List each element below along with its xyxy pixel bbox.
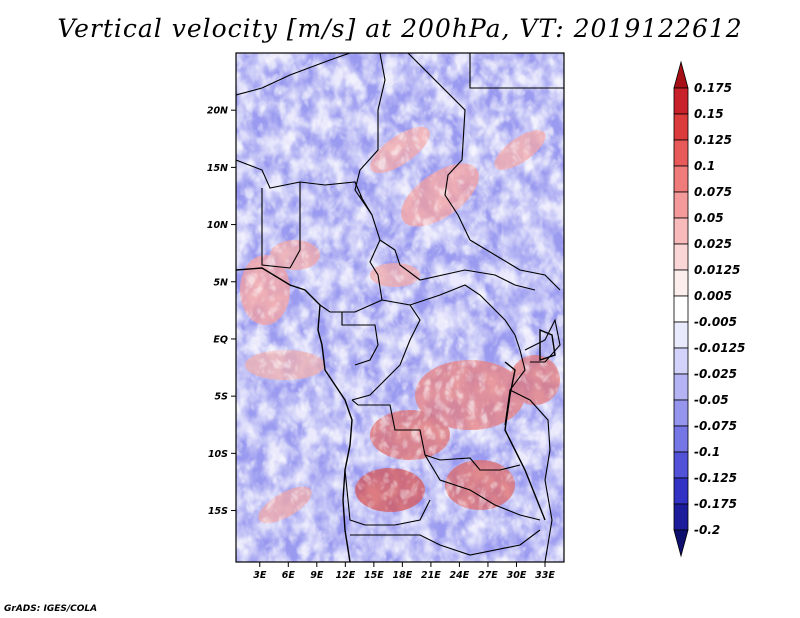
colorbar-swatch bbox=[673, 113, 689, 141]
lat-tick-label: 10N bbox=[207, 220, 228, 231]
colorbar-label: -0.005 bbox=[694, 315, 737, 329]
coastline bbox=[236, 267, 556, 562]
colorbar-label: -0.05 bbox=[694, 393, 729, 407]
colorbar-label: 0.005 bbox=[694, 289, 732, 303]
colorbar-swatch bbox=[673, 295, 689, 323]
lon-tick-label: 18E bbox=[393, 570, 413, 581]
colorbar-label: -0.125 bbox=[694, 471, 737, 485]
colorbar-label: -0.1 bbox=[694, 445, 720, 459]
credit-text: GrADS: IGES/COLA bbox=[4, 604, 98, 614]
colorbar-label: 0.075 bbox=[694, 185, 732, 199]
colorbar-label: 0.175 bbox=[694, 81, 732, 95]
colorbar-swatch bbox=[673, 451, 689, 479]
lat-tick-label: 20N bbox=[207, 106, 228, 117]
colorbar-label: -0.075 bbox=[694, 419, 737, 433]
lon-tick-label: 24E bbox=[450, 570, 470, 581]
lat-tick-label: 10S bbox=[208, 449, 228, 460]
colorbar-swatch bbox=[673, 191, 689, 219]
colorbar-label: -0.025 bbox=[694, 367, 737, 381]
colorbar-label: -0.2 bbox=[694, 523, 720, 537]
latitude-axis: 20N 15N 10N 5N EQ 5S 10S 15S bbox=[207, 106, 236, 517]
lat-tick-label: EQ bbox=[213, 334, 228, 345]
colorbar-swatch bbox=[673, 321, 689, 349]
colorbar-swatch bbox=[673, 477, 689, 505]
colorbar-label: 0.15 bbox=[694, 107, 724, 121]
lon-tick-label: 15E bbox=[364, 570, 384, 581]
colorbar-swatch bbox=[673, 87, 689, 115]
lon-tick-label: 30E bbox=[507, 570, 527, 581]
lon-tick-label: 9E bbox=[310, 570, 324, 581]
colorbar-swatch bbox=[673, 269, 689, 297]
colorbar-swatch bbox=[673, 503, 689, 531]
lat-tick-label: 5S bbox=[215, 392, 229, 403]
colorbar-top-arrow bbox=[673, 60, 689, 89]
colorbar-swatch bbox=[673, 399, 689, 427]
colorbar-swatch bbox=[673, 243, 689, 271]
lat-tick-label: 15N bbox=[207, 163, 228, 174]
velocity-field bbox=[236, 53, 564, 562]
colorbar-swatch bbox=[673, 373, 689, 401]
colorbar-swatch bbox=[673, 165, 689, 193]
colorbar-label: 0.05 bbox=[694, 211, 724, 225]
lon-tick-label: 12E bbox=[335, 570, 355, 581]
colorbar-swatch bbox=[673, 425, 689, 453]
colorbar-swatch bbox=[673, 217, 689, 245]
lon-tick-label: 6E bbox=[282, 570, 296, 581]
lon-tick-label: 3E bbox=[253, 570, 267, 581]
colorbar-swatch bbox=[673, 139, 689, 167]
chart-title: Vertical velocity [m/s] at 200hPa, VT: 2… bbox=[57, 14, 743, 43]
country-borders bbox=[236, 53, 564, 562]
colorbar-label: 0.025 bbox=[694, 237, 732, 251]
plot-frame bbox=[235, 52, 565, 563]
lon-tick-label: 21E bbox=[421, 570, 441, 581]
colorbar-label: -0.175 bbox=[694, 497, 737, 511]
lon-tick-label: 33E bbox=[535, 570, 555, 581]
colorbar-label: 0.125 bbox=[694, 133, 732, 147]
longitude-axis: 3E 6E 9E 12E 15E 18E 21E 24E 27E 30E 33E bbox=[253, 562, 555, 581]
lat-tick-label: 15S bbox=[208, 506, 228, 517]
colorbar-bottom-arrow bbox=[673, 529, 689, 558]
colorbar-label: 0.1 bbox=[694, 159, 715, 173]
colorbar-label: 0.0125 bbox=[694, 263, 740, 277]
colorbar-swatch bbox=[673, 347, 689, 375]
lon-tick-label: 27E bbox=[478, 570, 498, 581]
lat-tick-label: 5N bbox=[213, 277, 228, 288]
colorbar-label: -0.0125 bbox=[694, 341, 745, 355]
colorbar: 0.175 0.15 0.125 0.1 0.075 0.05 0.025 0.0125 0.0… bbox=[673, 60, 745, 558]
